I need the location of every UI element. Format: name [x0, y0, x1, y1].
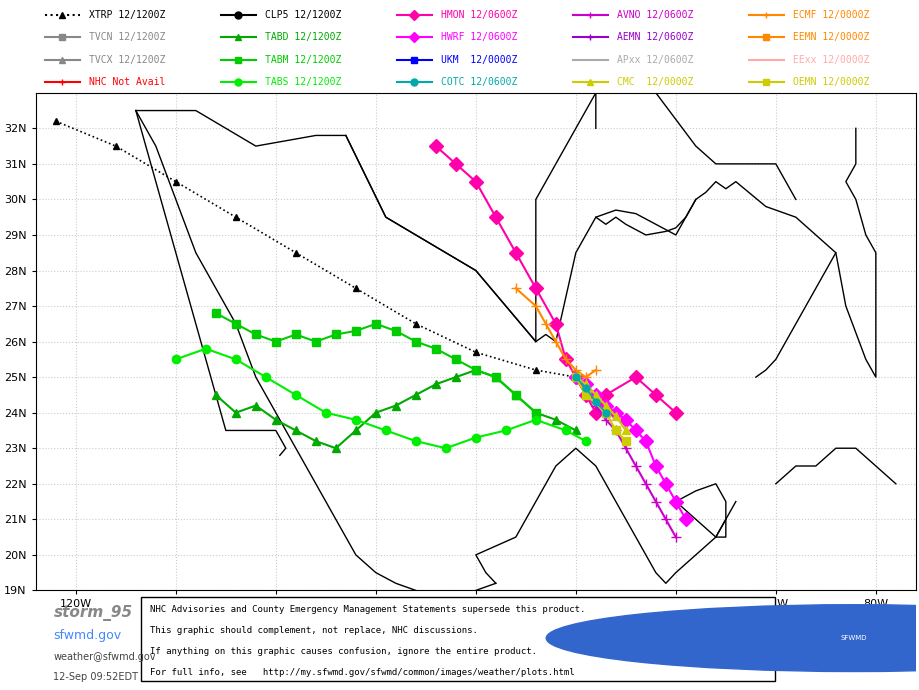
Text: CMC  12/0000Z: CMC 12/0000Z [616, 77, 692, 87]
Text: NHC Not Avail: NHC Not Avail [88, 77, 165, 87]
Text: sfwmd.gov: sfwmd.gov [53, 629, 121, 642]
Text: If anything on this graphic causes confusion, ignore the entire product.: If anything on this graphic causes confu… [150, 647, 537, 656]
Text: HWRF 12/0600Z: HWRF 12/0600Z [440, 32, 516, 42]
Text: COTC 12/0600Z: COTC 12/0600Z [440, 77, 516, 87]
Text: EEMN 12/0000Z: EEMN 12/0000Z [792, 32, 868, 42]
Text: For full info, see   http://my.sfwmd.gov/sfwmd/common/images/weather/plots.html: For full info, see http://my.sfwmd.gov/s… [150, 668, 574, 677]
Text: storm_95: storm_95 [53, 604, 132, 621]
Text: CLP5 12/1200Z: CLP5 12/1200Z [265, 10, 341, 20]
Text: HMON 12/0600Z: HMON 12/0600Z [440, 10, 516, 20]
Text: AVNO 12/0600Z: AVNO 12/0600Z [616, 10, 692, 20]
Text: XTRP 12/1200Z: XTRP 12/1200Z [88, 10, 165, 20]
Text: EExx 12/0000Z: EExx 12/0000Z [792, 55, 868, 65]
Text: TABD 12/1200Z: TABD 12/1200Z [265, 32, 341, 42]
Text: OEMN 12/0000Z: OEMN 12/0000Z [792, 77, 868, 87]
Text: TVCN 12/1200Z: TVCN 12/1200Z [88, 32, 165, 42]
Text: APxx 12/0600Z: APxx 12/0600Z [616, 55, 692, 65]
Text: 12-Sep 09:52EDT: 12-Sep 09:52EDT [53, 671, 138, 682]
Text: NHC Advisories and County Emergency Management Statements supersede this product: NHC Advisories and County Emergency Mana… [150, 604, 585, 613]
Text: AEMN 12/0600Z: AEMN 12/0600Z [616, 32, 692, 42]
Circle shape [546, 604, 919, 671]
Text: ECMF 12/0000Z: ECMF 12/0000Z [792, 10, 868, 20]
Text: This graphic should complement, not replace, NHC discussions.: This graphic should complement, not repl… [150, 626, 478, 635]
Text: TABM 12/1200Z: TABM 12/1200Z [265, 55, 341, 65]
Text: SFWMD: SFWMD [840, 635, 867, 641]
Text: TABS 12/1200Z: TABS 12/1200Z [265, 77, 341, 87]
FancyBboxPatch shape [142, 597, 774, 681]
Text: TVCX 12/1200Z: TVCX 12/1200Z [88, 55, 165, 65]
Text: weather@sfwmd.gov: weather@sfwmd.gov [53, 653, 155, 662]
Text: UKM  12/0000Z: UKM 12/0000Z [440, 55, 516, 65]
